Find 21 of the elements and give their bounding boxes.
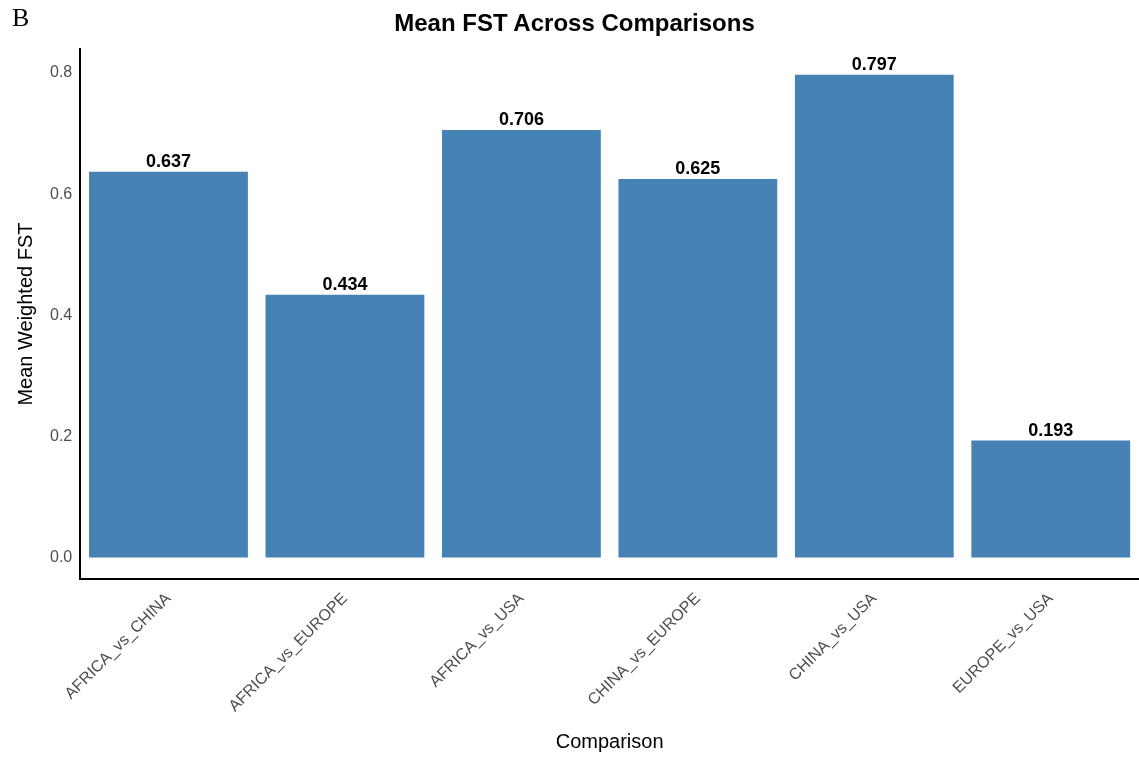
data-label: 0.193	[1028, 419, 1074, 440]
y-tick-label: 0.6	[49, 184, 73, 202]
data-label: 0.637	[145, 150, 191, 171]
bar	[265, 294, 425, 558]
chart-title: Mean FST Across Comparisons	[394, 9, 755, 37]
text: B	[12, 2, 30, 32]
data-label: 0.434	[322, 273, 368, 294]
y-axis-title: Mean Weighted FST	[13, 222, 36, 406]
bar	[794, 74, 954, 558]
data-label: 0.625	[675, 157, 721, 178]
bar	[441, 129, 601, 558]
y-tick-label: 0.8	[49, 63, 73, 81]
bar	[89, 171, 248, 558]
data-label: 0.706	[498, 108, 544, 129]
bar	[971, 440, 1131, 558]
x-axis-title: Comparison	[555, 729, 664, 752]
y-tick-label: 0.4	[49, 305, 73, 323]
y-tick-label: 0.0	[49, 547, 73, 565]
y-tick-label: 0.2	[49, 426, 73, 444]
data-label: 0.797	[851, 53, 897, 74]
bar	[618, 178, 778, 558]
